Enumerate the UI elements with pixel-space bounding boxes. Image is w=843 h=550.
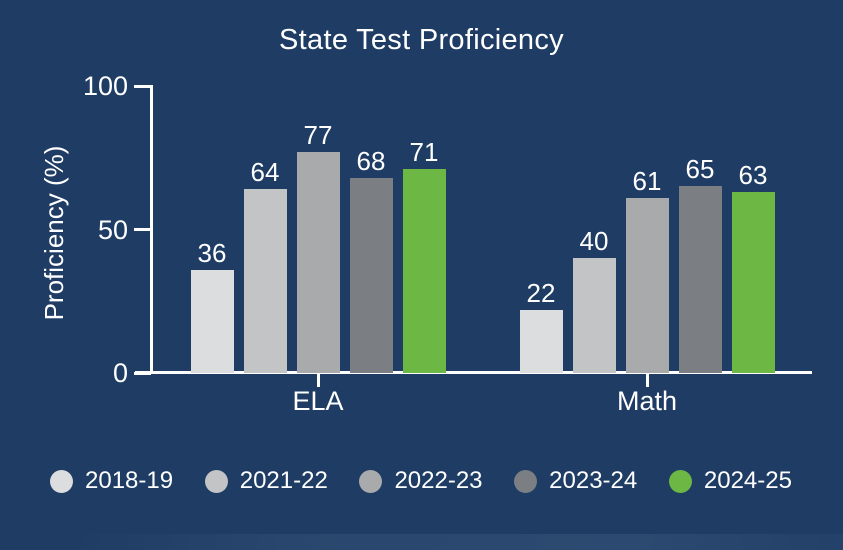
legend-marker — [668, 469, 692, 493]
y-tick-label: 50 — [97, 214, 128, 245]
x-category-label: ELA — [292, 386, 344, 416]
bar-ela-2023-24 — [349, 177, 393, 373]
bar-value-label: 65 — [685, 154, 715, 185]
legend-item: 2024-25 — [668, 467, 792, 495]
bar-ela-2022-23 — [296, 152, 340, 373]
bar-value-label: 68 — [356, 145, 386, 176]
legend-marker — [204, 469, 228, 493]
x-axis-line — [135, 371, 812, 374]
bottom-gradient — [0, 534, 843, 550]
legend-item: 2022-23 — [359, 467, 483, 495]
y-tick-mark — [134, 84, 151, 88]
bar-value-label: 64 — [250, 157, 280, 188]
y-axis-line — [150, 85, 153, 374]
x-category-label: Math — [616, 386, 678, 416]
legend-marker — [514, 469, 538, 493]
bar-math-2024-25 — [731, 192, 775, 373]
bar-value-label: 77 — [303, 120, 333, 150]
x-tick-mark — [645, 374, 649, 387]
y-tick-mark — [134, 371, 151, 375]
bar-value-label: 63 — [738, 160, 768, 191]
bar-value-label: 71 — [409, 137, 439, 168]
bar-ela-2021-22 — [243, 189, 287, 373]
bar-value-label: 36 — [197, 237, 227, 268]
bar-value-label: 61 — [632, 165, 662, 196]
x-tick-mark — [316, 374, 320, 387]
legend-item: 2021-22 — [204, 467, 328, 495]
legend-marker — [359, 469, 383, 493]
legend-label: 2022-23 — [394, 467, 483, 494]
y-tick-label: 0 — [112, 358, 128, 388]
bar-value-label: 40 — [579, 226, 609, 257]
chart-title: State Test Proficiency — [279, 24, 564, 56]
legend-label: 2018-19 — [85, 467, 174, 494]
legend: 2018-19 2021-22 2022-23 2023-24 2024-25 — [50, 466, 792, 496]
legend-marker — [50, 469, 73, 493]
bar-ela-2018-19 — [190, 269, 234, 373]
bar-math-2018-19 — [519, 309, 563, 373]
bar-ela-2024-25 — [402, 169, 446, 373]
legend-item: 2023-24 — [514, 467, 637, 495]
legend-label: 2021-22 — [239, 467, 328, 494]
legend-label: 2024-25 — [703, 467, 792, 494]
legend-label: 2023-24 — [549, 467, 638, 494]
bar-value-label: 22 — [526, 277, 556, 308]
bar-math-2023-24 — [678, 186, 722, 373]
bar-math-2022-23 — [625, 197, 669, 373]
legend-item: 2018-19 — [50, 467, 173, 495]
y-tick-mark — [134, 228, 151, 231]
y-tick-label: 100 — [82, 71, 128, 101]
bar-math-2021-22 — [572, 258, 616, 373]
